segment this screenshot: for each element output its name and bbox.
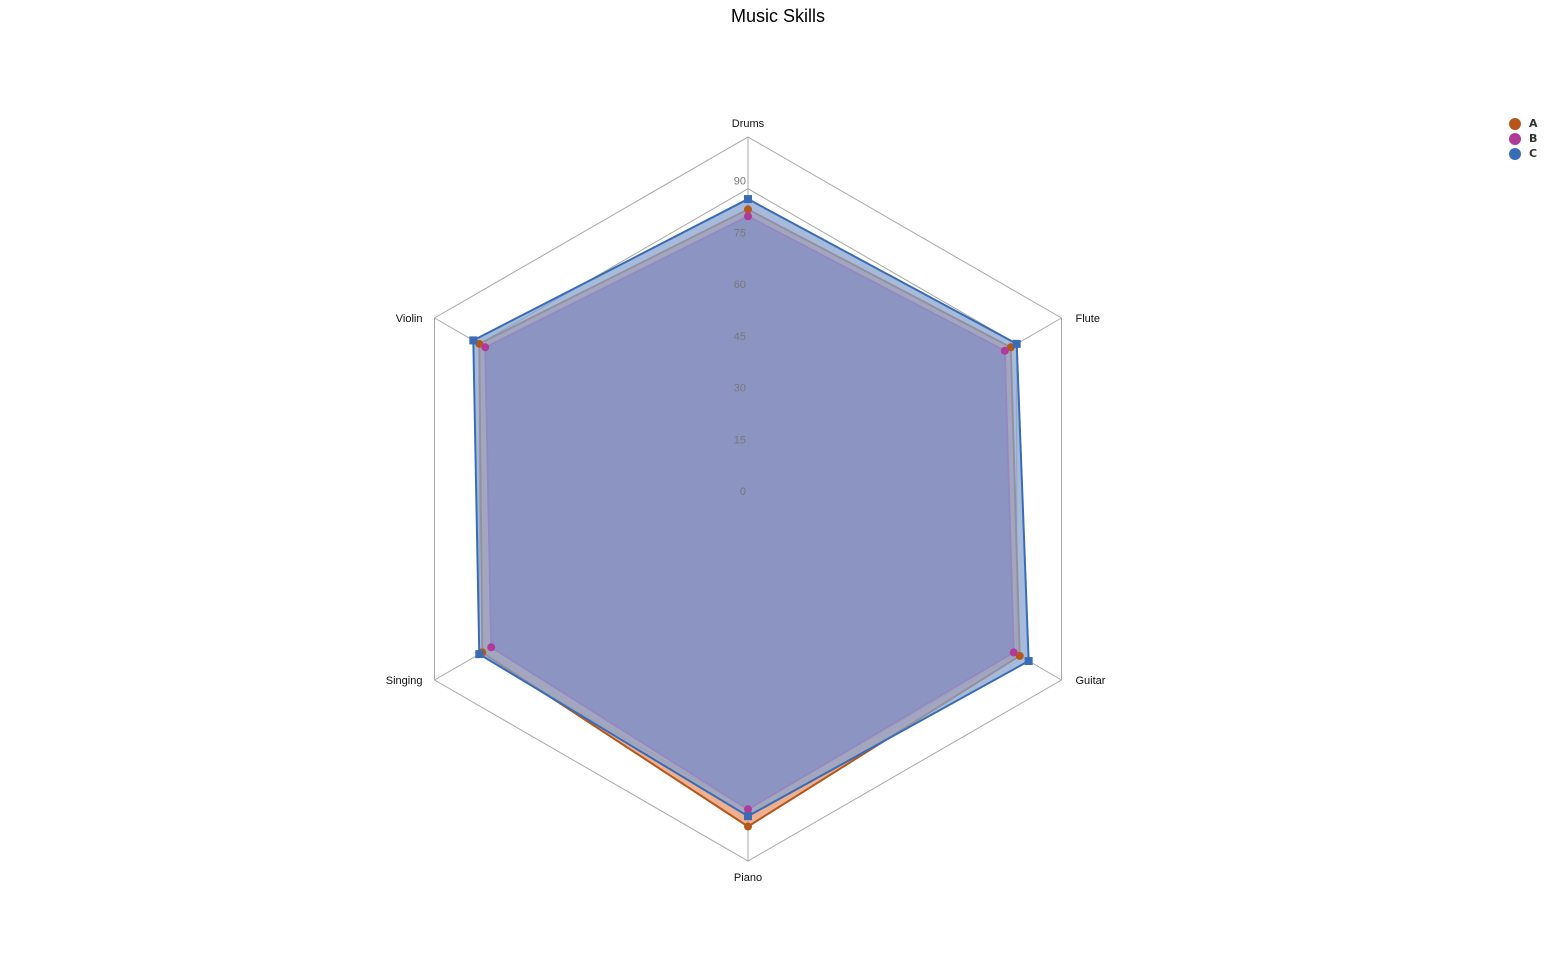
legend: A B C: [1509, 116, 1538, 161]
data-point-c: [475, 650, 484, 659]
legend-label-c: C: [1529, 147, 1538, 160]
data-point-a: [744, 822, 752, 831]
legend-marker-c: [1509, 147, 1521, 160]
legend-marker-a: [1509, 117, 1521, 130]
chart-title: Music Skills: [730, 6, 825, 26]
data-point-b: [744, 805, 752, 814]
legend-item-c[interactable]: C: [1509, 146, 1538, 161]
data-point-c: [1024, 657, 1033, 666]
axis-label-singing: Singing: [386, 675, 423, 687]
legend-label-b: B: [1529, 132, 1538, 145]
legend-item-a[interactable]: A: [1509, 116, 1538, 131]
axis-label-drums: Drums: [732, 118, 765, 130]
radial-tick-label: 90: [734, 176, 746, 188]
data-point-b: [487, 643, 496, 652]
series-area-c: [472, 197, 1030, 818]
radial-tick-label: 0: [740, 486, 746, 498]
axis-label-guitar: Guitar: [1076, 675, 1106, 687]
radial-tick-label: 60: [734, 279, 746, 291]
radial-tick-label: 45: [734, 331, 746, 343]
data-point-a: [744, 205, 752, 214]
data-point-b: [744, 212, 752, 221]
radial-tick-label: 15: [734, 434, 746, 446]
data-point-c: [469, 336, 478, 345]
data-point-c: [1012, 339, 1021, 348]
legend-label-a: A: [1529, 117, 1538, 130]
legend-item-b[interactable]: B: [1509, 131, 1538, 146]
axis-label-piano: Piano: [734, 872, 762, 884]
data-point-b: [481, 343, 490, 352]
radial-tick-label: 30: [734, 383, 746, 395]
data-point-b: [1009, 648, 1018, 657]
data-point-c: [744, 812, 752, 821]
axis-label-flute: Flute: [1076, 313, 1100, 325]
data-point-c: [744, 195, 752, 204]
data-point-b: [1000, 346, 1009, 355]
radial-tick-label: 75: [734, 227, 746, 239]
axis-label-violin: Violin: [396, 313, 423, 325]
legend-marker-b: [1509, 132, 1521, 145]
data-point-a: [1015, 651, 1024, 660]
